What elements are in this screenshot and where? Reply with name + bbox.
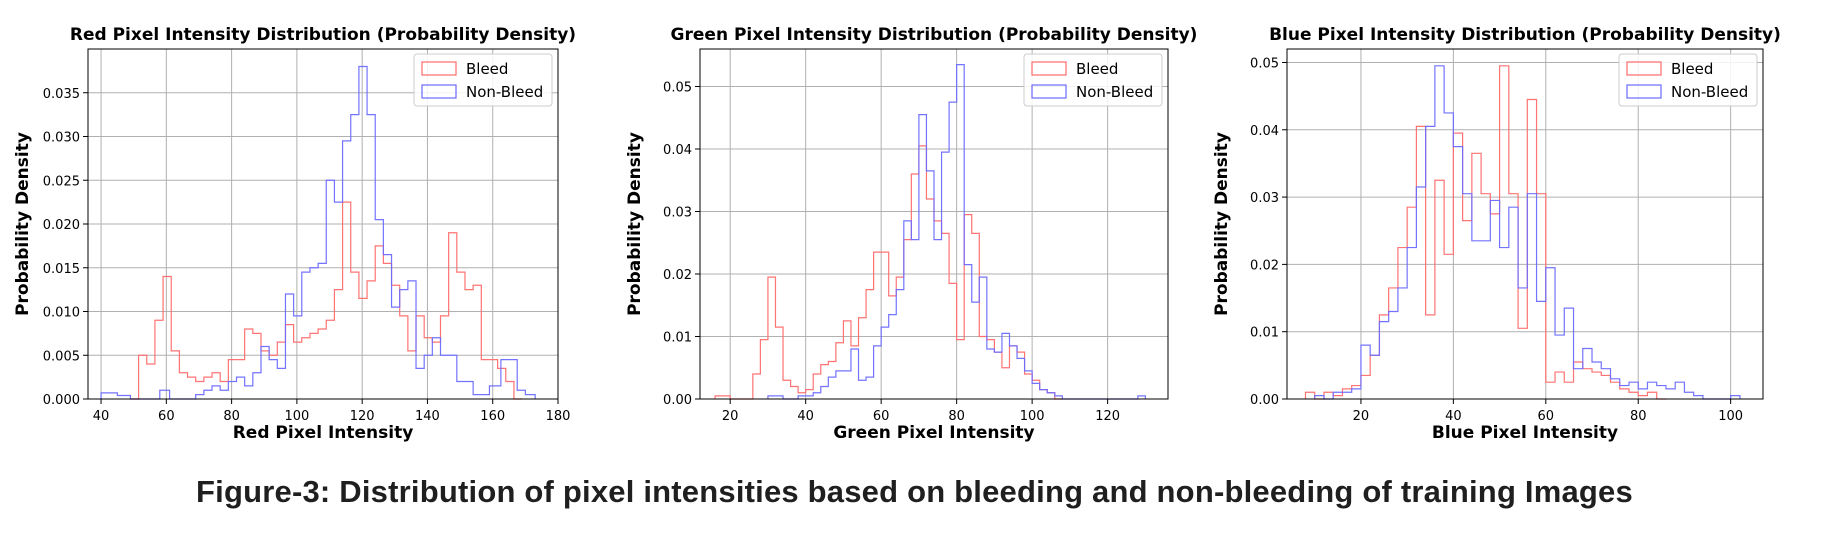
red-y-tick-label: 0.015 — [43, 262, 80, 277]
red-y-tick-label: 0.030 — [43, 131, 80, 146]
green-legend: Bleed Non-Bleed — [1023, 53, 1163, 107]
red-x-tick-label: 40 — [93, 409, 110, 424]
red-histogram-panel: 40 60 80 100 120 140 160 180 0.000 0.005 0.010 0.01… — [13, 25, 576, 443]
red-non-bleed-series — [100, 65, 536, 400]
red-y-tick-label: 0.035 — [43, 87, 80, 102]
green-axes-frame — [699, 48, 1169, 400]
green-y-axis-label: Probability Density — [625, 132, 645, 316]
red-y-tick-label: 0.000 — [43, 393, 80, 408]
blue-chart-title: Blue Pixel Intensity Distribution (Proba… — [1269, 25, 1781, 45]
blue-histogram-panel: 20 40 60 80 100 0.00 0.01 0.02 0.03 0.04 0.05 Blue … — [1212, 25, 1781, 443]
red-legend-swatch-non-bleed — [421, 84, 457, 99]
blue-y-axis-label: Probability Density — [1212, 132, 1232, 316]
blue-legend: Bleed Non-Bleed — [1618, 53, 1758, 107]
red-x-tick-label: 160 — [480, 409, 505, 424]
green-legend-label-non-bleed: Non-Bleed — [1076, 83, 1153, 101]
green-y-tick-label: 0.01 — [663, 331, 692, 346]
red-bleed-series — [130, 201, 523, 400]
red-y-axis-label: Probability Density — [13, 132, 33, 316]
green-bleed-series — [714, 145, 1063, 400]
blue-x-tick-label: 80 — [1630, 409, 1647, 424]
green-x-tick-label: 100 — [1020, 409, 1045, 424]
blue-non-bleed-series — [1314, 65, 1741, 400]
green-legend-swatch-bleed — [1031, 61, 1067, 76]
red-y-tick-label: 0.005 — [43, 349, 80, 364]
blue-x-tick-label: 60 — [1538, 409, 1555, 424]
red-x-axis-label: Red Pixel Intensity — [233, 423, 414, 443]
blue-axes-frame — [1286, 48, 1764, 400]
green-x-tick-label: 20 — [722, 409, 739, 424]
blue-legend-label-bleed: Bleed — [1671, 60, 1713, 78]
blue-y-tick-label: 0.05 — [1250, 56, 1279, 71]
red-x-tick-label: 100 — [284, 409, 309, 424]
blue-legend-label-non-bleed: Non-Bleed — [1671, 83, 1748, 101]
red-legend-label-bleed: Bleed — [466, 60, 508, 78]
blue-bleed-series — [1304, 65, 1666, 400]
red-x-tick-label: 120 — [350, 409, 375, 424]
blue-y-tick-label: 0.02 — [1250, 258, 1279, 273]
blue-y-tick-label: 0.01 — [1250, 326, 1279, 341]
green-y-tick-label: 0.02 — [663, 268, 692, 283]
green-legend-box — [1023, 53, 1163, 107]
blue-legend-swatch-non-bleed — [1626, 84, 1662, 99]
red-x-tick-label: 60 — [158, 409, 175, 424]
green-legend-swatch-non-bleed — [1031, 84, 1067, 99]
figure-caption: Figure-3: Distribution of pixel intensit… — [196, 474, 1633, 509]
green-x-tick-label: 80 — [948, 409, 965, 424]
green-y-tick-label: 0.00 — [663, 393, 692, 408]
red-chart-title: Red Pixel Intensity Distribution (Probab… — [70, 25, 576, 45]
red-x-tick-label: 140 — [415, 409, 440, 424]
red-x-tick-label: 180 — [546, 409, 571, 424]
blue-x-tick-label: 40 — [1445, 409, 1462, 424]
blue-y-tick-label: 0.03 — [1250, 191, 1279, 206]
green-x-tick-label: 60 — [873, 409, 890, 424]
green-x-tick-label: 40 — [797, 409, 814, 424]
red-legend-swatch-bleed — [421, 61, 457, 76]
blue-legend-box — [1618, 53, 1758, 107]
green-legend-label-bleed: Bleed — [1076, 60, 1118, 78]
red-y-tick-label: 0.025 — [43, 174, 80, 189]
red-y-tick-label: 0.020 — [43, 218, 80, 233]
green-non-bleed-series — [767, 64, 1146, 400]
green-y-tick-label: 0.03 — [663, 206, 692, 221]
red-x-tick-label: 80 — [223, 409, 240, 424]
red-legend: Bleed Non-Bleed — [413, 53, 553, 107]
green-chart-title: Green Pixel Intensity Distribution (Prob… — [671, 25, 1198, 45]
green-y-tick-label: 0.05 — [663, 81, 692, 96]
blue-x-tick-label: 20 — [1353, 409, 1370, 424]
red-y-tick-label: 0.010 — [43, 306, 80, 321]
green-histogram-panel: 20 40 60 80 100 120 0.00 0.01 0.02 0.03 0.04 0.05 Gr… — [625, 25, 1197, 443]
red-legend-label-non-bleed: Non-Bleed — [466, 83, 543, 101]
blue-y-tick-label: 0.04 — [1250, 124, 1279, 139]
green-y-tick-label: 0.04 — [663, 143, 692, 158]
green-x-axis-label: Green Pixel Intensity — [833, 423, 1034, 443]
blue-x-axis-label: Blue Pixel Intensity — [1432, 423, 1618, 443]
blue-legend-swatch-bleed — [1626, 61, 1662, 76]
red-legend-box — [413, 53, 553, 107]
blue-y-tick-label: 0.00 — [1250, 393, 1279, 408]
green-x-tick-label: 120 — [1095, 409, 1120, 424]
blue-x-tick-label: 100 — [1718, 409, 1743, 424]
